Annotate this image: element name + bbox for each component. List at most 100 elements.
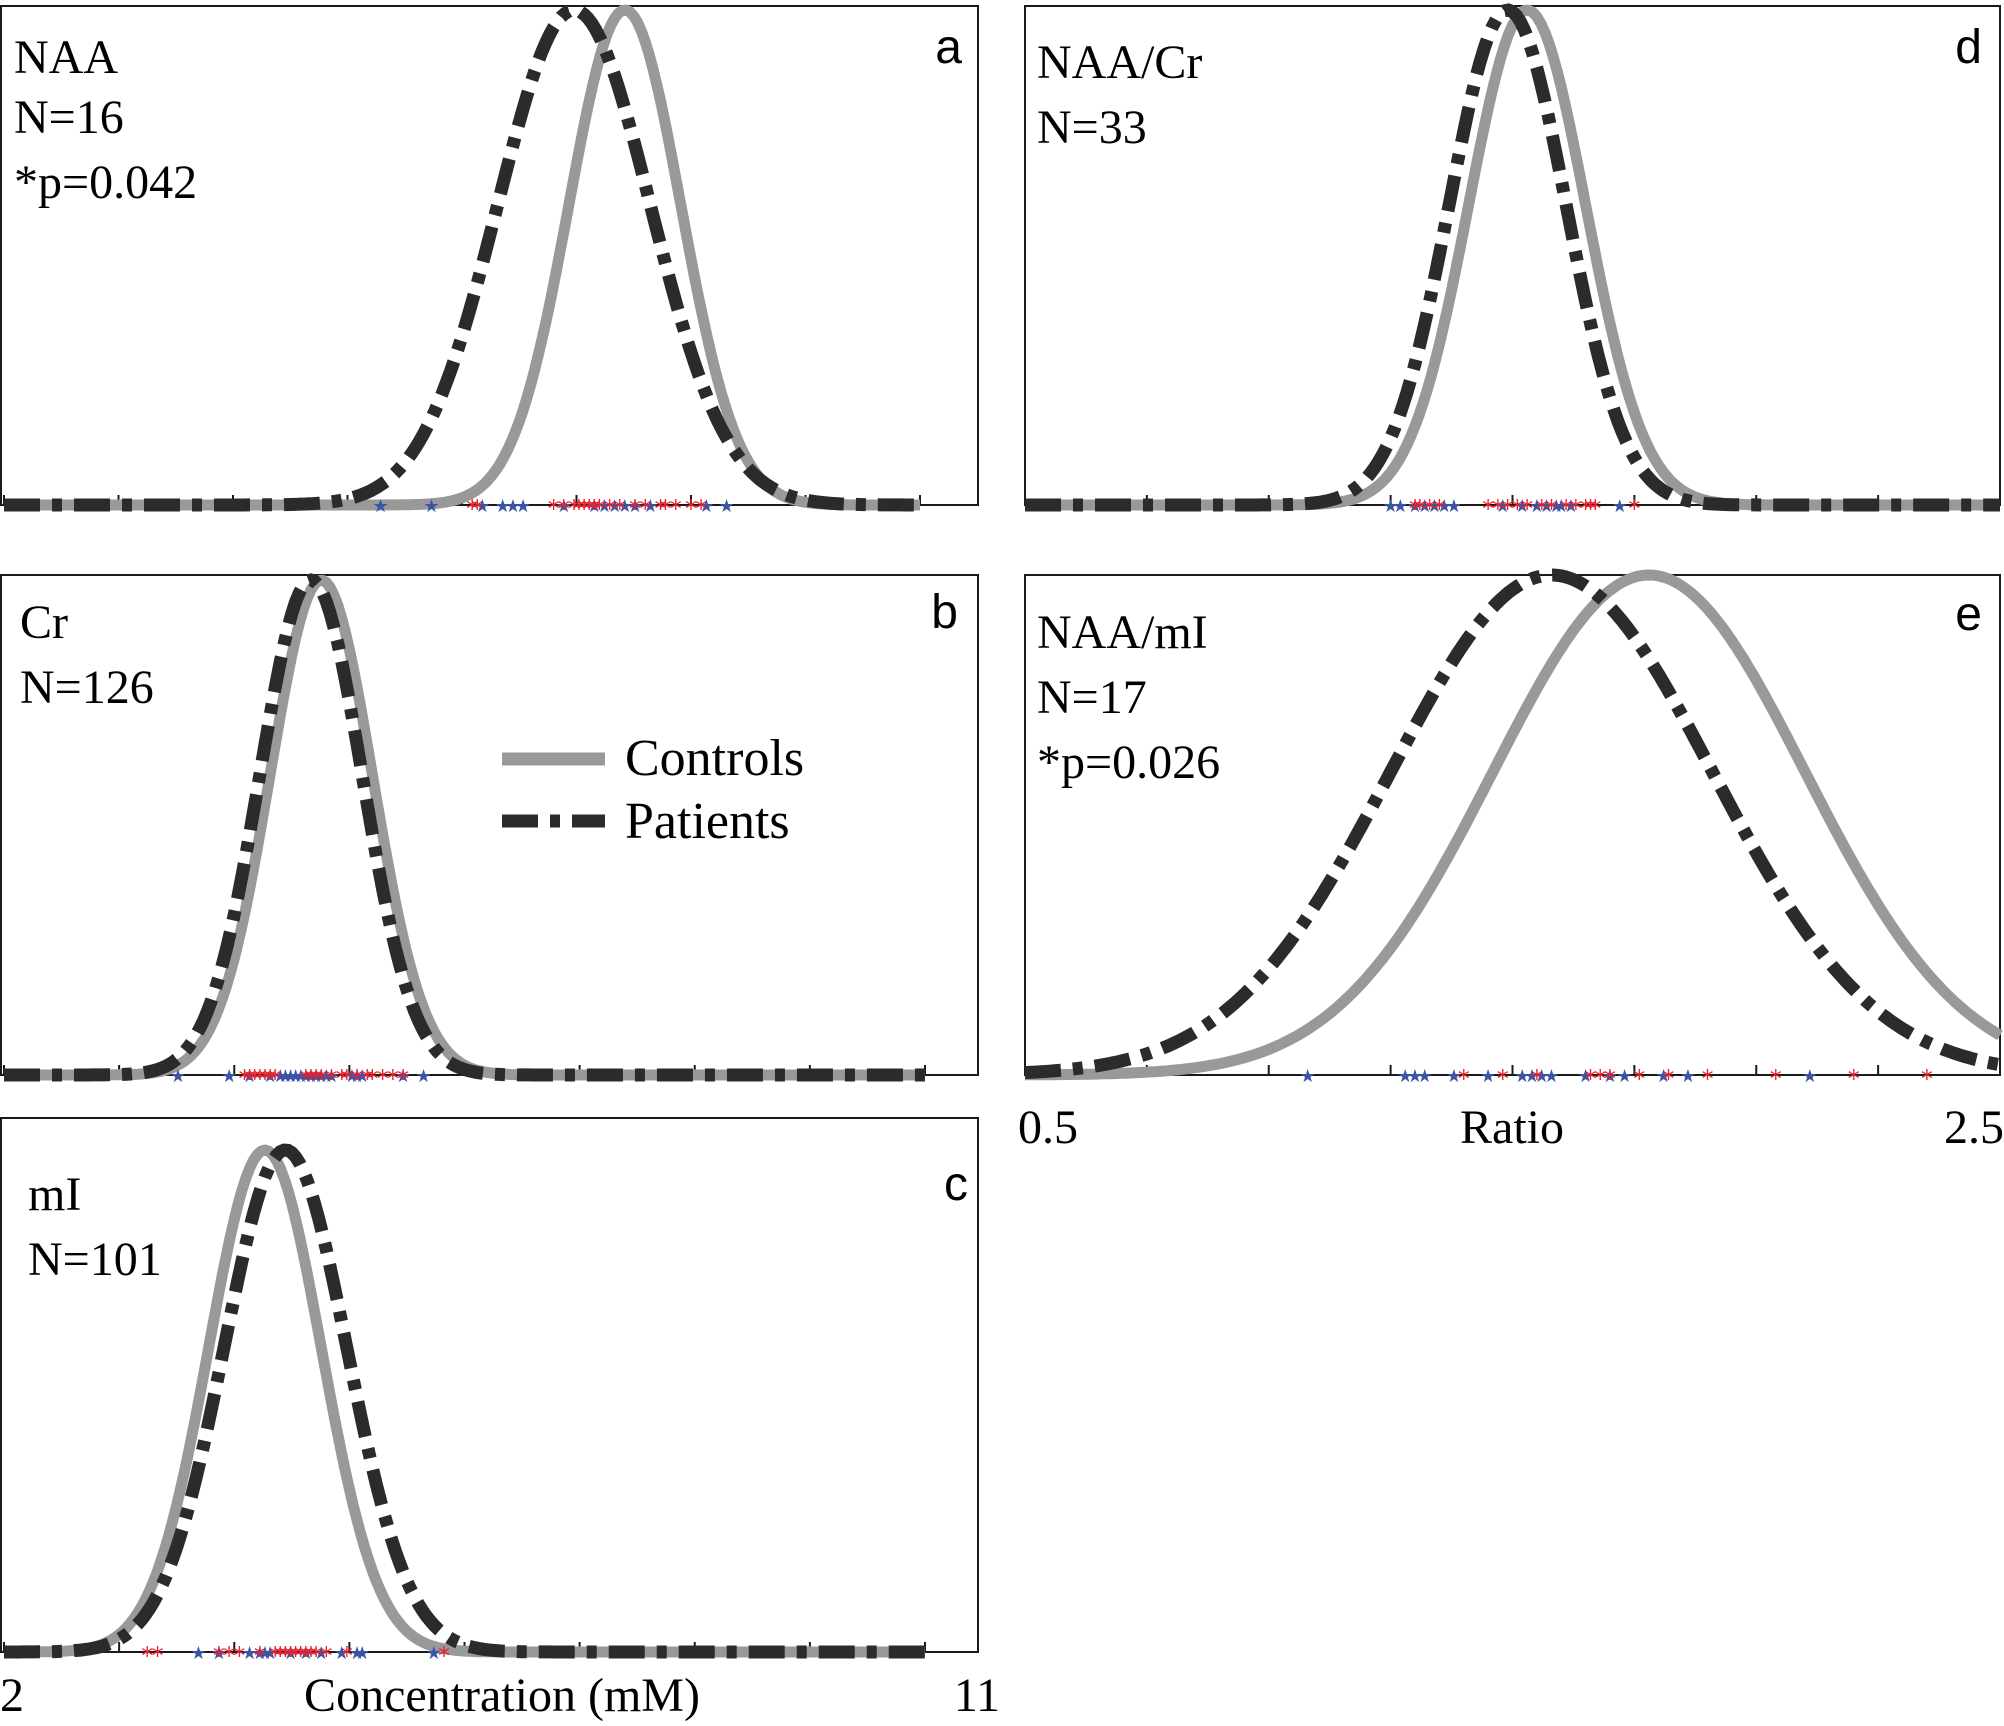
patient-data-point: * (1497, 1065, 1509, 1093)
patient-data-point: * (578, 495, 590, 523)
patient-data-point: * (279, 1642, 291, 1670)
patient-data-point: * (466, 495, 478, 523)
control-data-point: ★ (1543, 1066, 1559, 1087)
control-data-point: ★ (1417, 496, 1433, 517)
control-data-point: ★ (262, 1066, 278, 1087)
control-data-point: ★ (313, 1643, 329, 1664)
patient-data-point: * (238, 1065, 250, 1093)
control-data-point: ★ (719, 496, 735, 517)
patient-data-point: * (1604, 1065, 1616, 1093)
patient-data-point: * (269, 1642, 281, 1670)
control-data-point: ★ (1802, 1066, 1818, 1087)
patient-data-point: * (254, 1065, 266, 1093)
patient-data-point: * (1536, 495, 1548, 523)
patient-data-point: * (1570, 495, 1582, 523)
patient-data-point: * (1482, 495, 1494, 523)
patient-data-point: * (1589, 495, 1601, 523)
control-data-point: ★ (1548, 496, 1564, 517)
control-data-point: ★ (318, 1066, 334, 1087)
patient-data-point: * (685, 495, 697, 523)
patient-data-point: * (341, 1642, 353, 1670)
panel-a-letter: a (935, 21, 962, 74)
panel-a-patients-curve (4, 3, 920, 512)
patient-data-point: * (295, 1642, 307, 1670)
control-data-point: ★ (1300, 1066, 1316, 1087)
control-data-point: ★ (373, 496, 389, 517)
patient-data-point: * (1424, 495, 1436, 523)
panel-d-letter: d (1955, 21, 1982, 74)
control-data-point: ★ (1617, 1066, 1633, 1087)
panel-a-p: *p=0.042 (14, 156, 197, 209)
control-data-point: ★ (282, 1643, 298, 1664)
panel-c-patients-curve (4, 1143, 925, 1659)
patient-data-point: * (629, 495, 641, 523)
patient-data-point: * (233, 1642, 245, 1670)
panel-e-metabolite: NAA/mI (1037, 606, 1208, 659)
panel-c-letter: c (944, 1158, 968, 1211)
control-data-point: ★ (257, 1643, 273, 1664)
patient-data-point: * (259, 1065, 271, 1093)
patient-data-point: * (310, 1065, 322, 1093)
control-data-point: ★ (298, 1643, 314, 1664)
right-x-axis-title: Ratio (1460, 1101, 1564, 1154)
control-data-point: ★ (426, 1643, 442, 1664)
right-x-max-label: 2.5 (1944, 1101, 2004, 1154)
patient-data-point: * (1511, 495, 1523, 523)
panel-b-metabolite: Cr (20, 596, 68, 649)
patient-data-point: * (387, 1065, 399, 1093)
patient-data-point: * (1633, 1065, 1645, 1093)
control-data-point: ★ (607, 496, 623, 517)
patient-data-point: * (223, 1642, 235, 1670)
control-data-point: ★ (505, 496, 521, 517)
patient-data-point: * (269, 1065, 281, 1093)
panel-b-patients-curve (4, 573, 925, 1082)
control-data-point: ★ (642, 496, 658, 517)
panel-b: ★ ★ ★ ★★★★★★★★★★★★ ★★★ ★ ★******* *************… (0, 573, 979, 1093)
panel-b-letter: b (931, 586, 958, 639)
left-x-max-label: 11 (954, 1669, 1000, 1722)
control-data-point: ★ (1578, 1066, 1594, 1087)
patient-data-point: * (315, 1065, 327, 1093)
patient-data-point: * (152, 1642, 164, 1670)
patient-data-point: * (614, 495, 626, 523)
panel-a-points: ★ ★ ★ ★★★ ★ ★★★★★ ★ ★ ★** ********** ** *** ** (373, 495, 735, 523)
control-data-point: ★ (1407, 496, 1423, 517)
panel-c-controls-curve (2, 1144, 927, 1658)
control-data-point: ★ (1397, 1066, 1413, 1087)
control-data-point: ★ (282, 1066, 298, 1087)
patient-data-point: * (568, 495, 580, 523)
control-data-point: ★ (423, 496, 439, 517)
panel-e-p: *p=0.026 (1037, 736, 1220, 789)
control-data-point: ★ (1446, 1066, 1462, 1087)
patient-data-point: * (1521, 495, 1533, 523)
panel-a-frame (0, 5, 979, 506)
control-data-point: ★ (1553, 496, 1569, 517)
control-data-point: ★ (252, 1643, 268, 1664)
panel-a: ★ ★ ★ ★★★ ★ ★★★★★ ★ ★ ★** ********** ** *** ** NAA N… (0, 3, 979, 523)
control-data-point: ★ (586, 496, 602, 517)
control-data-point: ★ (617, 496, 633, 517)
control-data-point: ★ (354, 1643, 370, 1664)
patient-data-point: * (654, 495, 666, 523)
control-data-point: ★ (698, 496, 714, 517)
patient-data-point: * (695, 495, 707, 523)
patient-data-point: * (300, 1642, 312, 1670)
control-data-point: ★ (334, 1643, 350, 1664)
control-data-point: ★ (349, 1066, 365, 1087)
patient-data-point: * (1594, 1065, 1606, 1093)
patient-data-point: * (593, 495, 605, 523)
control-data-point: ★ (1680, 1066, 1696, 1087)
patient-data-point: * (244, 1065, 256, 1093)
panel-d-points: ★★★★★★★ ★ ★★★★★★ ★**** ***** ** ***** * (1383, 495, 1641, 523)
control-data-point: ★ (1426, 496, 1442, 517)
control-data-point: ★ (1524, 1066, 1540, 1087)
patient-data-point: * (558, 495, 570, 523)
control-data-point: ★ (323, 1066, 339, 1087)
patient-data-point: * (290, 1642, 302, 1670)
patient-data-point: * (141, 1642, 153, 1670)
patient-data-point: * (1502, 495, 1514, 523)
patient-data-point: * (361, 1065, 373, 1093)
patient-data-point: * (1433, 495, 1445, 523)
patient-data-point: * (1409, 495, 1421, 523)
panel-e-patients-curve (1024, 568, 2002, 1080)
